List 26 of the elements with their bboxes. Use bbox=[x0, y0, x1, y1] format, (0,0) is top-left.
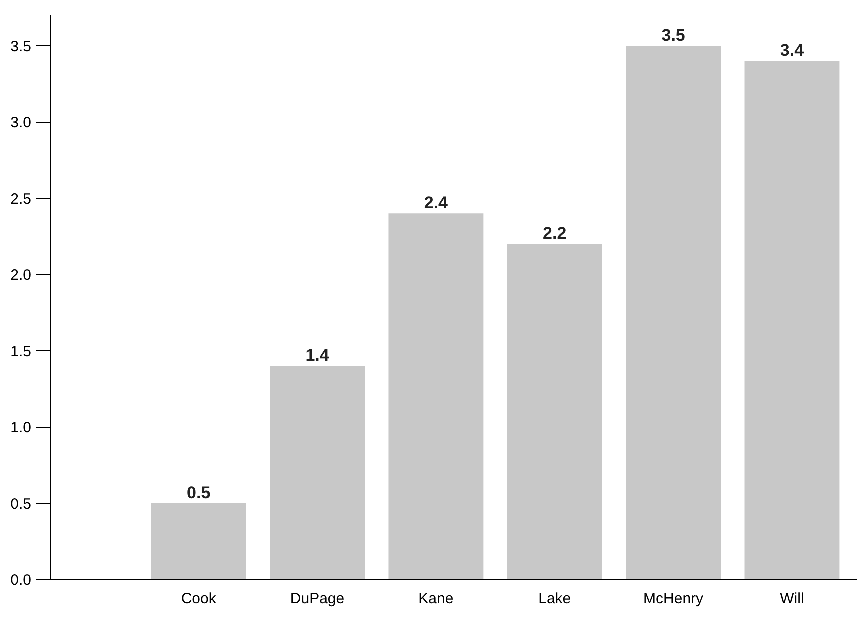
x-tick-label: Lake bbox=[538, 590, 572, 608]
y-tick-label: 3.5 bbox=[10, 38, 32, 56]
x-tick-label: Cook bbox=[181, 590, 217, 608]
y-tick-label: 2.0 bbox=[10, 267, 32, 284]
data-label: 1.4 bbox=[306, 346, 330, 366]
x-tick-label: McHenry bbox=[644, 590, 704, 608]
data-label: 3.5 bbox=[662, 26, 686, 45]
data-label: 2.4 bbox=[424, 194, 449, 213]
y-tick-label: 0.5 bbox=[10, 496, 32, 513]
bar bbox=[388, 214, 484, 580]
y-tick-label: 2.5 bbox=[10, 190, 32, 208]
bar bbox=[744, 61, 840, 580]
data-label: 3.4 bbox=[780, 41, 805, 60]
y-tick-label: 1.0 bbox=[10, 420, 32, 437]
bar bbox=[270, 366, 365, 580]
x-tick-label: Kane bbox=[418, 590, 454, 608]
y-tick-label: 3.0 bbox=[10, 114, 32, 132]
data-label: 0.5 bbox=[187, 483, 211, 502]
bar bbox=[151, 503, 246, 580]
x-tick-label: DuPage bbox=[290, 590, 345, 608]
x-tick-label: Will bbox=[780, 590, 804, 608]
y-tick-label: 0.0 bbox=[10, 572, 32, 589]
bar bbox=[507, 244, 602, 580]
data-label: 2.2 bbox=[543, 224, 567, 244]
y-tick-label: 1.5 bbox=[10, 343, 32, 360]
bar bbox=[626, 46, 722, 580]
